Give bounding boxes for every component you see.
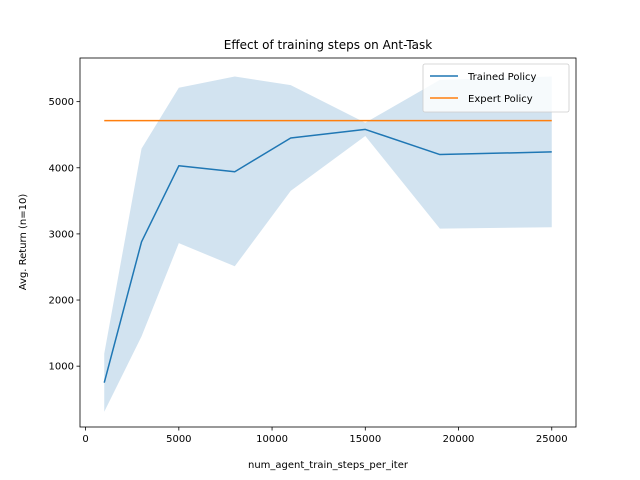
y-axis-ticks: 1000 2000 3000 4000 5000 xyxy=(49,97,80,373)
x-axis-label: num_agent_train_steps_per_iter xyxy=(248,460,409,471)
x-tick-label: 15000 xyxy=(349,434,381,445)
x-tick-label: 20000 xyxy=(443,434,475,445)
x-tick-label: 10000 xyxy=(256,434,288,445)
x-tick-label: 25000 xyxy=(536,434,568,445)
confidence-band-layer xyxy=(104,76,552,412)
plot-area-frame xyxy=(79,57,577,428)
y-tick-label: 4000 xyxy=(49,163,74,174)
trained-policy-line xyxy=(103,128,552,383)
y-tick-label: 1000 xyxy=(49,362,74,373)
x-tick-label: 5000 xyxy=(166,434,191,445)
x-tick-label: 0 xyxy=(82,434,88,445)
legend-label-trained-policy: Trained Policy xyxy=(467,72,537,83)
y-axis-label: Avg. Return (n=10) xyxy=(18,194,29,291)
y-tick-label: 5000 xyxy=(49,97,74,108)
legend: Trained Policy Expert Policy xyxy=(422,63,570,113)
x-axis-ticks: 0 5000 10000 15000 20000 25000 xyxy=(82,427,568,445)
trained-policy-std-band xyxy=(104,76,552,412)
y-tick-label: 3000 xyxy=(49,229,74,240)
series-line-layer xyxy=(103,119,552,383)
chart-title: Effect of training steps on Ant-Task xyxy=(224,38,433,52)
y-tick-label: 2000 xyxy=(49,296,74,307)
legend-label-expert-policy: Expert Policy xyxy=(468,94,533,105)
legend-box xyxy=(422,63,570,113)
